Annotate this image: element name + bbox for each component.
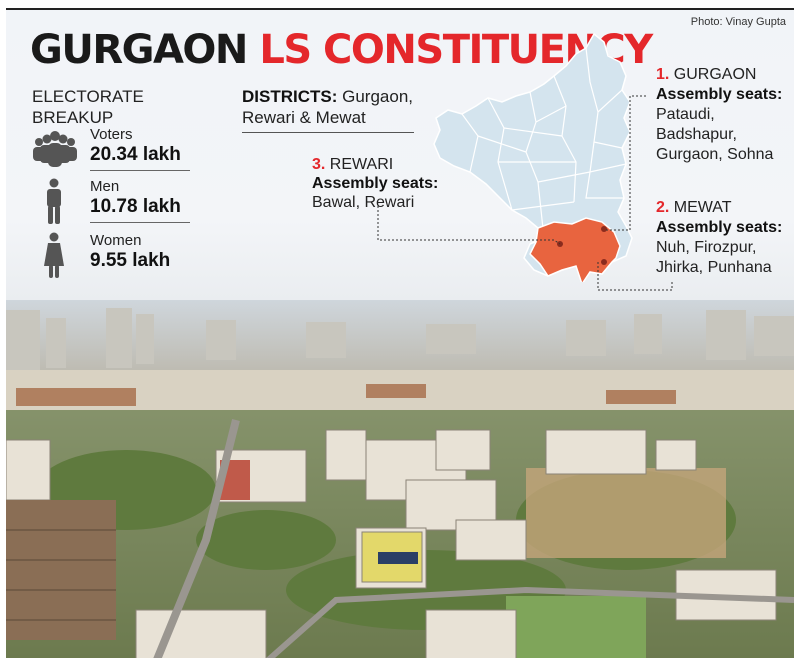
woman-icon: [44, 232, 64, 278]
mewat-seats: Nuh, Firozpur, Jhirka, Punhana: [656, 239, 772, 276]
divider: [90, 222, 190, 223]
divider: [90, 170, 190, 171]
gurgaon-seats-heading: Assembly seats:: [656, 86, 783, 103]
voters-value: 20.34 lakh: [90, 144, 181, 165]
people-group-icon: [33, 131, 77, 167]
man-icon: [47, 178, 61, 224]
rewari-marker: [557, 241, 563, 247]
gurgaon-marker: [601, 226, 607, 232]
callout-gurgaon: 1. GURGAON Assembly seats: Pataudi, Bads…: [656, 65, 794, 165]
stat-men: Men 10.78 lakh: [30, 178, 190, 230]
stat-women: Women 9.55 lakh: [30, 232, 190, 284]
voters-label: Voters: [90, 126, 133, 143]
districts-heading: DISTRICTS:: [242, 87, 338, 106]
mewat-number: 2.: [656, 199, 670, 216]
women-value: 9.55 lakh: [90, 250, 171, 271]
divider: [242, 132, 414, 133]
mewat-name: MEWAT: [673, 199, 732, 216]
rewari-number: 3.: [312, 156, 326, 173]
mewat-seats-heading: Assembly seats:: [656, 219, 783, 236]
gurgaon-number: 1.: [656, 66, 670, 83]
rewari-seats-heading: Assembly seats:: [312, 175, 439, 192]
infographic-background: [6, 10, 794, 310]
women-label: Women: [90, 232, 142, 249]
title-part-1: GURGAON: [30, 27, 248, 73]
districts-text: Gurgaon, Rewari & Mewat: [242, 87, 414, 127]
men-label: Men: [90, 178, 120, 195]
districts-note: DISTRICTS: Gurgaon, Rewari & Mewat: [242, 86, 418, 133]
aerial-city-photo: [6, 300, 794, 658]
district-boundaries: [461, 47, 627, 239]
men-value: 10.78 lakh: [90, 196, 181, 217]
gurgaon-name: GURGAON: [673, 66, 757, 83]
stat-voters: Voters 20.34 lakh: [30, 126, 190, 178]
infographic: Photo: Vinay Gupta GURGAON LS CONSTITUEN…: [6, 8, 794, 658]
callout-rewari: 3. REWARI Assembly seats: Bawal, Rewari: [312, 155, 438, 212]
rewari-name: REWARI: [329, 156, 394, 173]
photo-credit: Photo: Vinay Gupta: [690, 16, 786, 28]
rewari-seats: Bawal, Rewari: [312, 194, 415, 211]
mewat-marker: [601, 259, 607, 265]
gurgaon-seats: Pataudi, Badshapur, Gurgaon, Sohna: [656, 106, 774, 163]
electorate-breakup-label: ELECTORATE BREAKUP: [32, 87, 144, 127]
callout-mewat: 2. MEWAT Assembly seats: Nuh, Firozpur, …: [656, 198, 786, 278]
haryana-map: [433, 32, 633, 282]
